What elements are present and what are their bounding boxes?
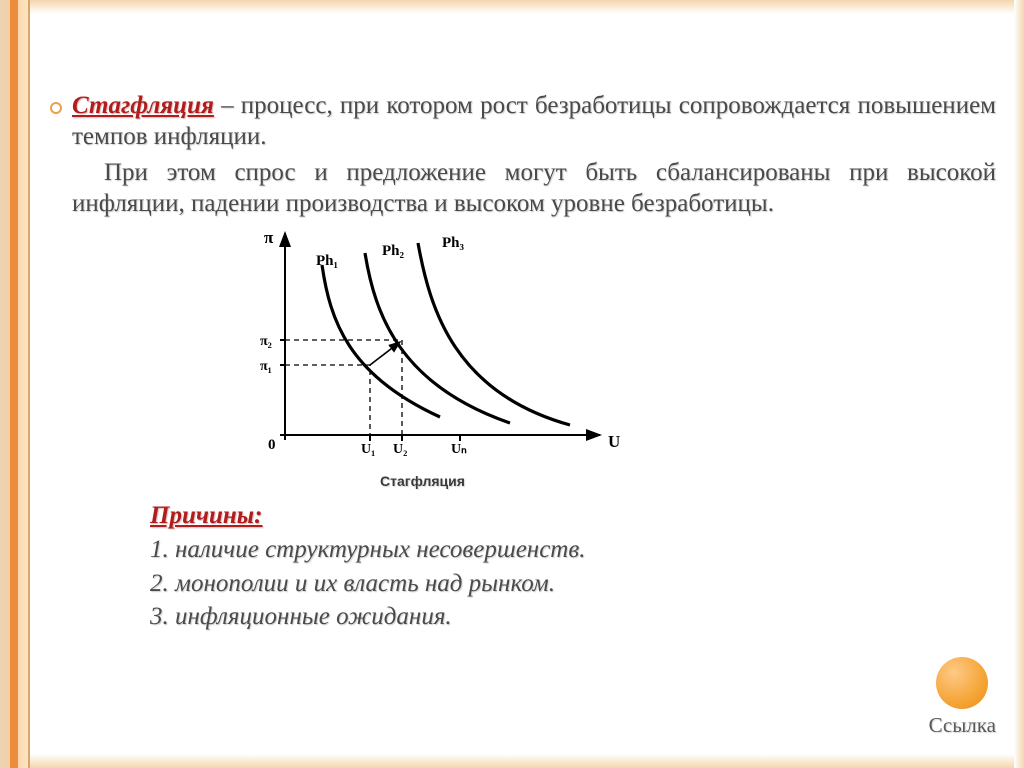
- bullet-icon: [50, 102, 62, 114]
- link-area[interactable]: Ссылка: [929, 657, 996, 738]
- y-tick-label: π₁: [260, 359, 272, 374]
- y-tick-label: π₂: [260, 334, 272, 349]
- term-stagflation: Стагфляция: [72, 92, 214, 119]
- phillips-curve: [365, 253, 510, 423]
- definition-paragraph-2: При этом спрос и предложение могут быть …: [72, 157, 996, 220]
- link-dot-icon[interactable]: [936, 657, 988, 709]
- causes-title: Причины:: [150, 499, 996, 533]
- x-tick-label: U₁: [361, 442, 375, 457]
- stagflation-chart: π U 0 Ph₁Ph₂Ph₃π₂π₁U₁U₂Uₙ Стагфляция: [230, 225, 650, 485]
- cause-item: 3. инфляционные ожидания.: [150, 600, 996, 634]
- slide-content: Стагфляция – процесс, при котором рост б…: [50, 90, 996, 738]
- frame-top: [0, 0, 1024, 14]
- definition-paragraph-1: Стагфляция – процесс, при котором рост б…: [72, 90, 996, 153]
- y-axis-label: π: [264, 228, 274, 247]
- x-tick-label: U₂: [393, 442, 407, 457]
- chart-caption: Стагфляция: [380, 473, 465, 489]
- frame-left: [0, 0, 30, 768]
- chart-svg: π U 0 Ph₁ Ph₂ Ph₃ π₂ π₁ U₁ U₂ Uₙ: [230, 225, 650, 475]
- cause-item: 2. монополии и их власть над рынком.: [150, 567, 996, 601]
- cause-item: 1. наличие структурных несовершенств.: [150, 533, 996, 567]
- x-axis-label: U: [608, 432, 620, 451]
- link-label: Ссылка: [929, 713, 996, 738]
- shift-arrow: [370, 342, 400, 365]
- phillips-curve: [418, 243, 570, 425]
- curve-label: Ph₁: [316, 253, 338, 269]
- frame-left-stripe: [10, 0, 18, 768]
- phillips-curve: [322, 265, 440, 417]
- curve-label: Ph₂: [382, 243, 405, 259]
- frame-right: [1014, 0, 1024, 768]
- x-tick-label: Uₙ: [451, 442, 467, 457]
- frame-bottom: [0, 754, 1024, 768]
- origin-label: 0: [268, 437, 276, 453]
- guide-line: [285, 365, 370, 435]
- curve-label: Ph₃: [442, 235, 465, 251]
- causes-block: Причины: 1. наличие структурных несоверш…: [150, 499, 996, 634]
